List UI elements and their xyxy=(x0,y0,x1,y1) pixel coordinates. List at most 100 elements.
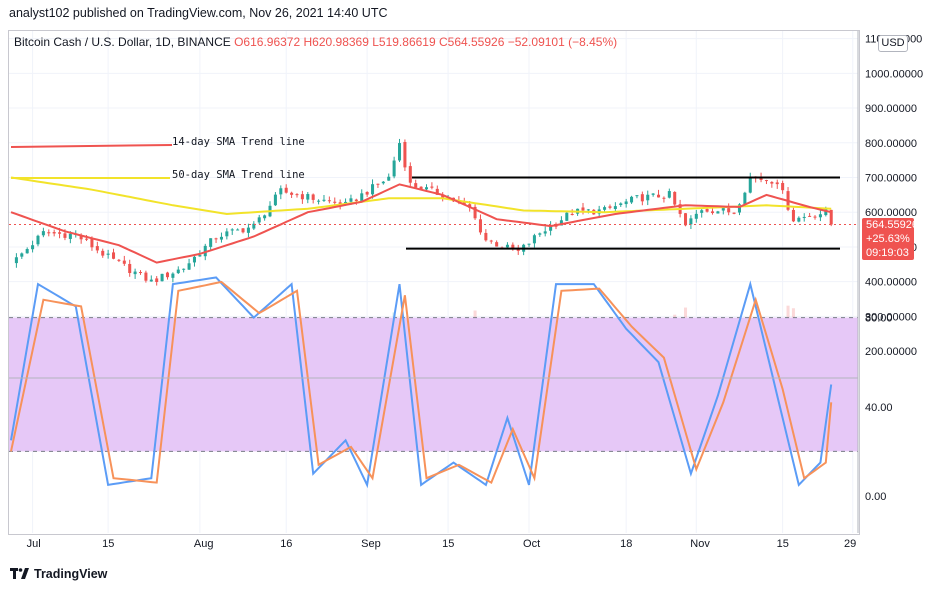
x-tick-label: 15 xyxy=(102,538,114,550)
candle-body xyxy=(797,217,801,222)
candle-body xyxy=(683,213,688,226)
candle-body xyxy=(505,244,509,248)
candle-body xyxy=(716,211,720,214)
candle-body xyxy=(700,210,704,213)
candle-body xyxy=(36,235,40,245)
candle-body xyxy=(241,228,245,233)
last-price-tag: 564.55926 +25.63% 09:19:03 xyxy=(862,218,918,260)
candle-body xyxy=(802,216,806,218)
candle-body xyxy=(441,194,445,199)
candle-body xyxy=(559,220,563,226)
candle-body xyxy=(128,263,132,273)
candle-body xyxy=(95,246,99,251)
candle-body xyxy=(149,279,153,282)
candle-body xyxy=(689,218,693,225)
candle-body xyxy=(398,143,402,161)
candle-body xyxy=(640,194,644,202)
candle-body xyxy=(144,272,148,281)
candle-body xyxy=(360,193,364,202)
x-tick-label: Aug xyxy=(194,538,214,550)
publish-header: analyst102 published on TradingView.com,… xyxy=(9,6,388,20)
sma50-line xyxy=(10,176,832,216)
candle-body xyxy=(68,233,72,239)
sma-lines xyxy=(10,176,832,264)
candle-body xyxy=(651,193,655,195)
annotation-sma14: 14-day SMA Trend line xyxy=(172,136,305,148)
x-tick-label: 15 xyxy=(442,538,454,550)
stoch-d-line xyxy=(10,280,833,485)
tradingview-logo-text: TradingView xyxy=(34,567,108,581)
tradingview-logo[interactable]: TradingView xyxy=(10,567,107,581)
x-tick-label: Oct xyxy=(523,538,540,550)
candle-body xyxy=(214,238,218,240)
candle-body xyxy=(219,236,223,240)
candle-body xyxy=(187,263,191,270)
candle-body xyxy=(608,206,612,208)
candle-body xyxy=(781,182,785,191)
candle-body xyxy=(721,208,725,211)
candle-body xyxy=(306,194,310,200)
candle-body xyxy=(770,181,774,184)
candle-body xyxy=(473,206,477,219)
candle-body xyxy=(532,235,536,244)
y-tick-label: 900.00000 xyxy=(865,103,917,115)
candle-body xyxy=(603,207,607,210)
candle-body xyxy=(225,231,229,237)
candle-body xyxy=(673,191,677,205)
candle-body xyxy=(710,211,715,214)
candle-body xyxy=(818,214,822,218)
candle-body xyxy=(376,183,380,185)
x-tick-label: 18 xyxy=(620,538,632,550)
candle-body xyxy=(570,213,574,215)
candle-body xyxy=(79,234,83,240)
candle-body xyxy=(694,213,698,219)
candle-body xyxy=(759,177,763,180)
symbol-label: Bitcoin Cash / U.S. Dollar, 1D, BINANCE xyxy=(14,35,231,49)
candle-body xyxy=(727,208,731,213)
candle-body xyxy=(435,188,439,195)
candle-body xyxy=(112,252,116,259)
candle-body xyxy=(662,197,666,199)
currency-badge[interactable]: USD xyxy=(878,35,908,52)
candle-body xyxy=(646,194,650,201)
candle-body xyxy=(182,268,186,270)
candle-body xyxy=(85,238,89,240)
chart-frame xyxy=(8,30,860,535)
candle-body xyxy=(748,177,752,193)
x-tick-label: 29 xyxy=(844,538,856,550)
candle-body xyxy=(101,250,105,256)
y-tick-label: 200.00000 xyxy=(865,346,917,358)
candle-body xyxy=(371,184,375,195)
candle-body xyxy=(581,207,585,211)
candle-body xyxy=(624,201,628,205)
candle-body xyxy=(764,180,768,182)
candle-body xyxy=(554,225,558,227)
candle-body xyxy=(619,203,623,206)
candle-body xyxy=(155,278,159,282)
candle-body xyxy=(808,215,812,217)
candle-body xyxy=(791,209,795,222)
change-value: −52.09101 (−8.45%) xyxy=(507,35,618,49)
open-value: O616.96372 xyxy=(234,35,301,49)
candle-body xyxy=(90,238,94,248)
candle-body xyxy=(20,253,24,257)
candle-body xyxy=(138,272,143,274)
sma14-legend-line xyxy=(10,144,173,148)
y-tick-label: 800.00000 xyxy=(865,138,917,150)
candle-body xyxy=(176,269,180,274)
candle-body xyxy=(549,225,553,231)
candle-body xyxy=(47,232,51,234)
candle-body xyxy=(414,183,418,188)
candle-body xyxy=(430,186,434,188)
candle-body xyxy=(284,187,288,193)
candle-body xyxy=(538,233,542,235)
candle-body xyxy=(667,191,671,198)
stoch-overbought-band xyxy=(9,317,858,452)
y-tick-label: 1000.00000 xyxy=(865,68,923,80)
candle-body xyxy=(829,209,833,225)
candle-body xyxy=(198,255,202,257)
candle-body xyxy=(543,231,547,234)
stochastic-lines xyxy=(10,276,833,489)
x-tick-label: Sep xyxy=(361,538,381,550)
